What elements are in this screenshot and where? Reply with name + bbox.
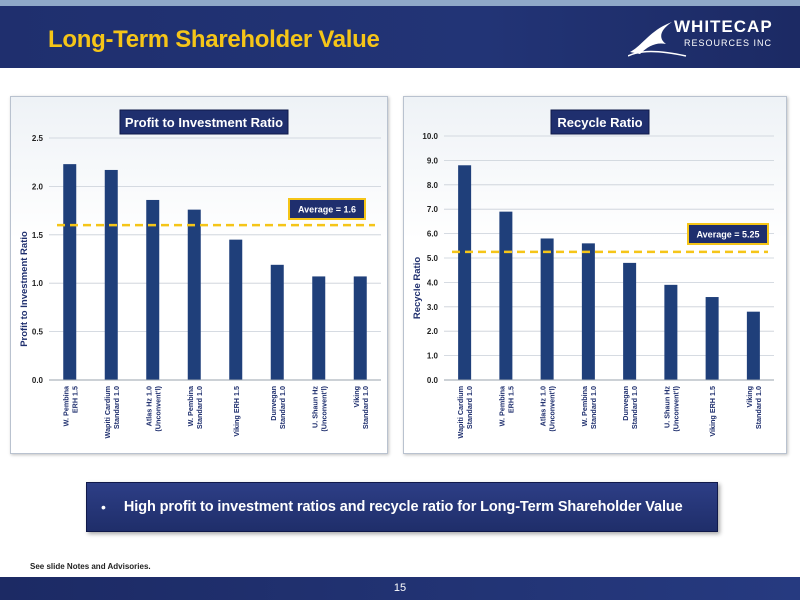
- bar: [270, 264, 284, 380]
- y-tick-label: 5.0: [427, 254, 439, 263]
- x-tick-label: (Unconvent'l): [671, 385, 680, 431]
- recycle-ratio-panel: Recycle Ratio 0.0 1.0 2.0 3.0 4.0 5.0 6.0 7.0 8.0…: [403, 96, 787, 454]
- x-tick-label: Viking: [352, 386, 361, 407]
- x-tick-label: Viking ERH 1.5: [708, 386, 717, 437]
- recycle-ratio-chart: Recycle Ratio 0.0 1.0 2.0 3.0 4.0 5.0 6.0 7.0 8.0…: [412, 109, 774, 438]
- y-axis-label: Profit to Investment Ratio: [19, 231, 30, 347]
- key-message-text: High profit to investment ratios and rec…: [123, 499, 683, 515]
- x-tick-label: Wapiti Cardium: [103, 386, 112, 438]
- profit-investment-chart: Profit to Investment Ratio 0.0 0.5 1.0 1.5 2.…: [19, 109, 381, 438]
- y-tick-label: 0.5: [32, 328, 44, 337]
- x-tick-label: Standard 1.0: [195, 386, 204, 429]
- y-tick-label: 1.0: [32, 279, 44, 288]
- x-tick-label: W. Pembina: [61, 385, 70, 426]
- header-band: [0, 6, 800, 68]
- key-message-box: • High profit to investment ratios and r…: [86, 482, 718, 532]
- y-tick-label: 3.0: [427, 303, 439, 312]
- slide-notes-reference: See slide Notes and Advisories.: [30, 562, 151, 571]
- x-tick-label: ERH 1.5: [506, 386, 515, 413]
- bar: [63, 164, 77, 380]
- average-label: Average = 5.25: [697, 230, 760, 240]
- x-tick-label: Standard 1.0: [630, 386, 639, 429]
- y-tick-label: 4.0: [427, 278, 439, 287]
- chart-title: Recycle Ratio: [557, 115, 642, 130]
- bar: [623, 262, 637, 380]
- bullet-icon: •: [101, 499, 106, 515]
- y-axis-label: Recycle Ratio: [412, 257, 423, 320]
- average-label: Average = 1.6: [298, 205, 356, 215]
- footer-band: [0, 577, 800, 600]
- profit-investment-panel: Profit to Investment Ratio 0.0 0.5 1.0 1.5 2.…: [10, 96, 388, 454]
- x-tick-label: W. Pembina: [186, 385, 195, 426]
- y-tick-label: 8.0: [427, 181, 439, 190]
- logo-text-primary: WHITECAP: [674, 17, 773, 36]
- x-tick-label: ERH 1.5: [70, 386, 79, 413]
- company-logo: WHITECAP RESOURCES INC: [628, 16, 788, 60]
- x-tick-label: (Unconvent'l): [548, 385, 557, 431]
- bar: [458, 165, 472, 380]
- y-tick-label: 0.0: [32, 376, 44, 385]
- y-tick-label: 6.0: [427, 230, 439, 239]
- bar: [581, 243, 595, 380]
- x-tick-label: (Unconvent'l): [319, 385, 328, 431]
- bar: [353, 276, 367, 380]
- top-strip: [0, 0, 800, 6]
- x-tick-label: U. Shaun Hz: [310, 386, 319, 428]
- chart-title: Profit to Investment Ratio: [125, 115, 283, 130]
- x-tick-label: Viking: [745, 386, 754, 407]
- x-tick-label: Standard 1.0: [112, 386, 121, 429]
- y-tick-label: 10.0: [422, 132, 438, 141]
- x-tick-label: (Unconvent'l): [153, 385, 162, 431]
- page-number: 15: [393, 582, 407, 594]
- bar: [540, 238, 554, 380]
- x-tick-label: Standard 1.0: [465, 386, 474, 429]
- x-tick-label: Viking ERH 1.5: [232, 386, 241, 437]
- y-tick-label: 7.0: [427, 205, 439, 214]
- bar: [104, 169, 118, 380]
- logo-text-secondary: RESOURCES INC: [684, 38, 773, 48]
- x-tick-label: Dunvegan: [621, 386, 630, 421]
- x-tick-label: Atlas Hz 1.0: [144, 386, 153, 426]
- chart-title-box: [119, 109, 289, 135]
- y-tick-label: 0.0: [427, 376, 439, 385]
- wave-logo-icon: [628, 22, 687, 57]
- average-label-box: [288, 198, 366, 220]
- x-tick-label: Standard 1.0: [754, 386, 763, 429]
- y-tick-label: 1.5: [32, 231, 44, 240]
- y-tick-label: 1.0: [427, 352, 439, 361]
- bar: [499, 211, 513, 380]
- x-tick-label: Atlas Hz 1.0: [539, 386, 548, 426]
- bar: [312, 276, 326, 380]
- y-tick-label: 2.5: [32, 134, 44, 143]
- bar: [146, 199, 160, 380]
- bar: [746, 311, 760, 380]
- x-tick-label: W. Pembina: [497, 385, 506, 426]
- page-title: Long-Term Shareholder Value: [48, 26, 380, 53]
- chart-title-box: [550, 109, 650, 135]
- x-tick-label: Standard 1.0: [278, 386, 287, 429]
- x-tick-label: W. Pembina: [580, 385, 589, 426]
- bar: [705, 297, 719, 380]
- x-tick-label: Dunvegan: [269, 386, 278, 421]
- x-tick-label: Wapiti Cardium: [456, 386, 465, 438]
- bar: [229, 239, 243, 380]
- y-tick-label: 9.0: [427, 156, 439, 165]
- average-label-box: [687, 223, 769, 245]
- bar: [664, 284, 678, 380]
- y-tick-label: 2.0: [427, 327, 439, 336]
- y-tick-label: 2.0: [32, 182, 44, 191]
- x-tick-label: Standard 1.0: [589, 386, 598, 429]
- x-tick-label: U. Shaun Hz: [662, 386, 671, 428]
- x-tick-label: Standard 1.0: [361, 386, 370, 429]
- bar: [187, 209, 201, 380]
